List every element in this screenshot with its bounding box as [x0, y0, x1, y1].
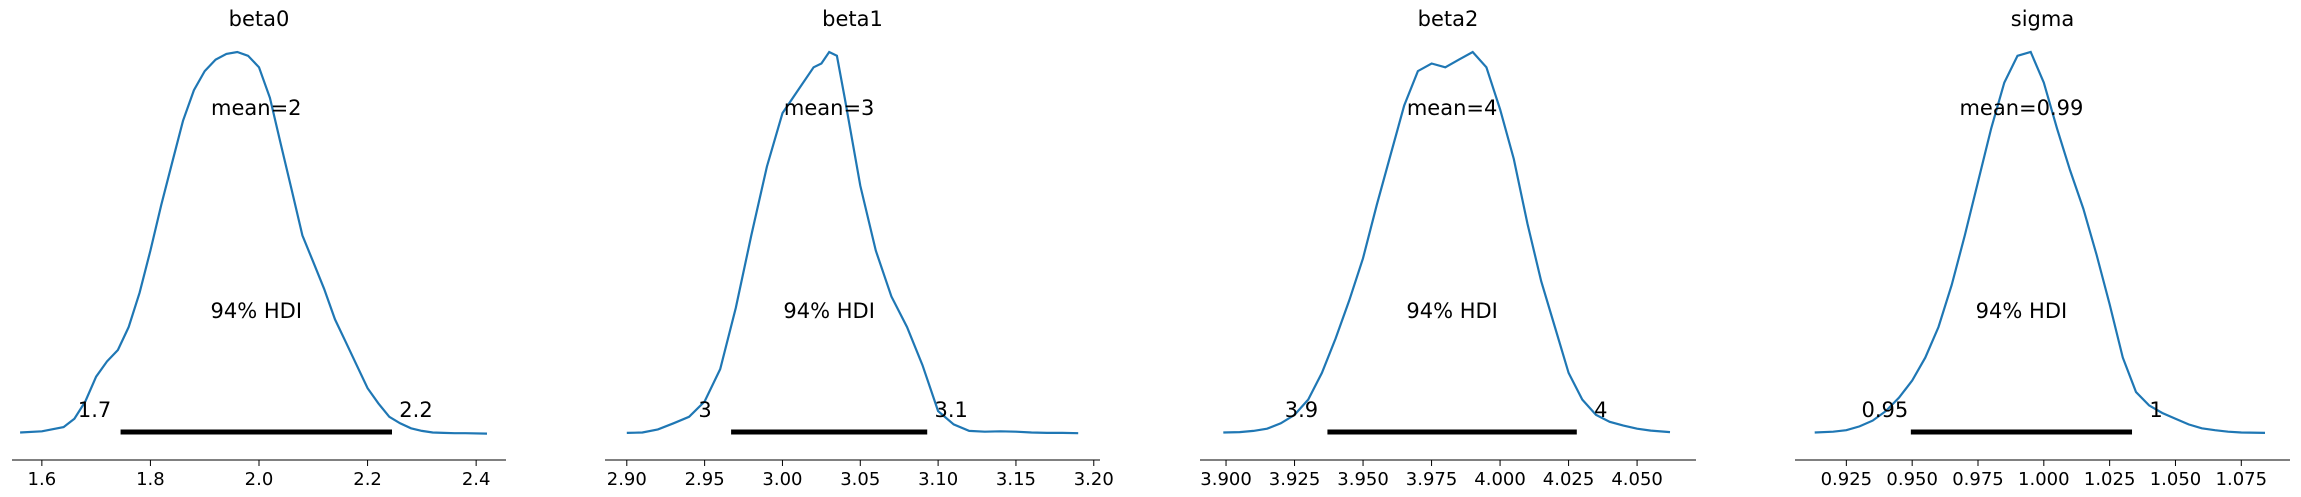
- posterior-panel-sigma: sigma 0.95 1 mean=0.99 94% HDI 0.925 0.950 0.97…: [1795, 7, 2290, 490]
- x-tick-label: 1.000: [2018, 469, 2070, 490]
- panel-title: beta0: [229, 7, 290, 31]
- x-tick-label: 1.075: [2216, 469, 2268, 490]
- x-tick-label: 3.15: [996, 469, 1036, 490]
- density-curve: [626, 50, 1079, 435]
- x-tick-label: 0.925: [1821, 469, 1873, 490]
- mean-label: mean=0.99: [1959, 96, 2083, 120]
- hdi-label: 94% HDI: [783, 299, 875, 323]
- hdi-high-label: 3.1: [935, 398, 968, 422]
- x-tick-label: 2.2: [353, 469, 382, 490]
- posterior-panel-beta2: beta2 3.9 4 mean=4 94% HDI 3.900 3.925 3.950 3.9…: [1200, 7, 1696, 490]
- x-tick-label: 3.975: [1406, 469, 1458, 490]
- x-tick-label: 2.4: [462, 469, 491, 490]
- density-curve: [1223, 50, 1671, 434]
- panel-title: beta1: [822, 7, 883, 31]
- x-tick-label: 3.20: [1074, 469, 1114, 490]
- hdi-high-label: 1: [2149, 398, 2162, 422]
- posterior-panel-beta0: beta0 1.7 2.2 mean=2 94% HDI 1.6 1.8 2.0 2.2 2.4: [12, 7, 506, 490]
- hdi-label: 94% HDI: [211, 299, 303, 323]
- x-tick-label: 3.900: [1200, 469, 1252, 490]
- mean-label: mean=3: [784, 96, 875, 120]
- panel-title: beta2: [1418, 7, 1479, 31]
- hdi-high-label: 4: [1594, 398, 1607, 422]
- hdi-low-label: 1.7: [78, 398, 111, 422]
- x-tick-label: 1.050: [2150, 469, 2202, 490]
- x-tick-label: 4.050: [1611, 469, 1663, 490]
- hdi-label: 94% HDI: [1406, 299, 1498, 323]
- x-tick-label: 1.8: [136, 469, 165, 490]
- x-tick-label: 3.925: [1269, 469, 1321, 490]
- mean-label: mean=2: [211, 96, 302, 120]
- x-tick-label: 0.975: [1952, 469, 2004, 490]
- x-tick-label: 2.95: [685, 469, 725, 490]
- mean-label: mean=4: [1407, 96, 1498, 120]
- panel-title: sigma: [2011, 7, 2074, 31]
- x-tick-label: 3.00: [762, 469, 802, 490]
- x-tick-label: 0.950: [1886, 469, 1938, 490]
- x-tick-label: 1.025: [2084, 469, 2136, 490]
- density-curve: [1814, 50, 2266, 434]
- hdi-low-label: 3.9: [1285, 398, 1318, 422]
- x-tick-label: 3.05: [840, 469, 880, 490]
- x-tick-label: 4.000: [1474, 469, 1526, 490]
- hdi-low-label: 3: [698, 398, 711, 422]
- x-tick-label: 4.025: [1543, 469, 1595, 490]
- density-curve: [20, 50, 488, 435]
- hdi-high-label: 2.2: [399, 398, 432, 422]
- x-tick-label: 2.90: [607, 469, 647, 490]
- hdi-label: 94% HDI: [1976, 299, 2068, 323]
- x-tick-label: 3.950: [1337, 469, 1389, 490]
- hdi-low-label: 0.95: [1861, 398, 1908, 422]
- posterior-panel-beta1: beta1 3 3.1 mean=3 94% HDI 2.90 2.95 3.00 3.05 3.…: [605, 7, 1114, 490]
- x-tick-label: 3.10: [918, 469, 958, 490]
- x-tick-label: 2.0: [245, 469, 274, 490]
- x-tick-label: 1.6: [28, 469, 57, 490]
